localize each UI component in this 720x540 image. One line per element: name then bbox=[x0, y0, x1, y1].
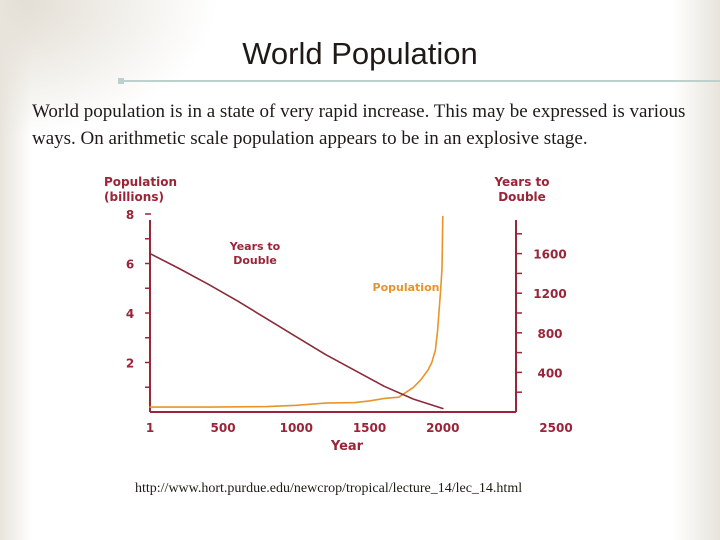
population-annotation: Population bbox=[373, 281, 440, 294]
slide-title: World Population bbox=[242, 36, 478, 71]
years-to-double-annotation: Years to bbox=[229, 240, 281, 253]
right-axis-title: Years to bbox=[493, 175, 549, 189]
left-tick-label: 4 bbox=[126, 307, 134, 321]
x-tick-label: 2500 bbox=[539, 421, 572, 435]
x-tick-label: 1 bbox=[146, 421, 154, 435]
x-axis-title: Year bbox=[330, 439, 364, 454]
right-tick-label: 1200 bbox=[533, 287, 566, 301]
title-divider bbox=[124, 80, 720, 82]
left-tick-label: 8 bbox=[126, 208, 134, 222]
right-tick-label: 800 bbox=[537, 327, 562, 341]
x-tick-label: 1500 bbox=[353, 421, 386, 435]
right-tick-label: 400 bbox=[537, 366, 562, 380]
population-line bbox=[149, 215, 444, 408]
left-tick-label: 6 bbox=[126, 258, 134, 272]
x-tick-label: 500 bbox=[211, 421, 236, 435]
years-to-double-annotation: Double bbox=[233, 254, 277, 267]
title-divider-endcap bbox=[118, 78, 124, 84]
background-right-gradient bbox=[672, 0, 720, 540]
x-tick-label: 2000 bbox=[426, 421, 459, 435]
left-tick-label: 2 bbox=[126, 357, 134, 371]
right-tick-label: 1600 bbox=[533, 248, 566, 262]
left-axis-title: (billions) bbox=[104, 190, 164, 204]
left-axis-title: Population bbox=[104, 175, 177, 189]
population-chart: 2 4 6 8 400 800 1200 1600 1 500 1000 1500 2000 2500 Ye… bbox=[90, 168, 588, 463]
background-left-gradient bbox=[0, 0, 32, 540]
background-corner-gradient bbox=[0, 0, 220, 140]
x-tick-label: 1000 bbox=[280, 421, 313, 435]
years-to-double-line bbox=[149, 252, 444, 410]
slide-body-text: World population is in a state of very r… bbox=[32, 101, 686, 149]
source-url: http://www.hort.purdue.edu/newcrop/tropi… bbox=[135, 481, 523, 496]
right-axis-title: Double bbox=[498, 190, 546, 204]
